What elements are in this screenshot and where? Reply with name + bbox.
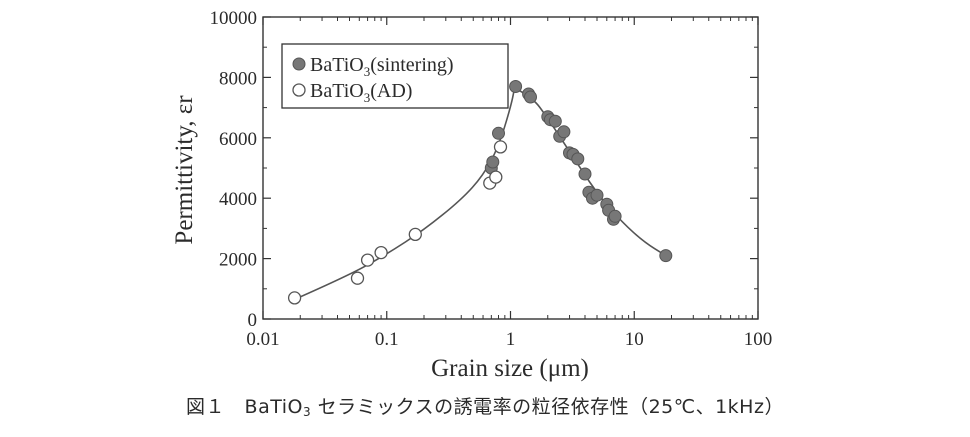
sintering-point [608,209,622,223]
x-tick-label: 1 [506,329,516,350]
sintering-point [571,152,585,166]
sintering-point [486,155,500,169]
x-tick-label: 0.01 [246,329,279,350]
x-tick-label: 0.1 [375,329,399,350]
y-tick-label: 10000 [210,8,258,29]
y-tick-label: 0 [248,310,258,331]
sintering-point [557,125,571,139]
ad-point [287,291,302,305]
fit-curves [294,87,667,301]
y-tick-label: 6000 [219,129,257,150]
permittivity-chart: 0 2000 4000 6000 8000 10000 0.01 0.1 1 10 100 BaTi… [171,8,773,382]
legend-label-ad: BaTiO3(AD) [310,80,412,105]
data-points [287,80,673,305]
figure-caption: 図１ BaTiO3 セラミックスの誘電率の粒径依存性（25℃、1kHz） [186,396,784,419]
sintering-point [492,126,505,140]
legend-marker-ad [292,83,306,97]
x-axis-title: Grain size (μm) [431,355,589,382]
legend-marker-sintering [292,57,306,71]
sintering-point [548,114,562,128]
sintering-point [578,167,592,181]
ad-point [489,170,503,184]
ad-point [374,245,388,260]
y-tick-label: 8000 [219,68,257,89]
ad-point [350,271,365,285]
x-tick-label: 10 [625,329,644,350]
sintering-point [524,90,537,104]
axes: 0 2000 4000 6000 8000 10000 0.01 0.1 1 10 100 [210,8,773,350]
sintering-point [509,80,523,93]
y-tick-label: 2000 [219,250,257,271]
legend-box [281,43,509,109]
y-axis-title: Permittivity, εr [171,95,198,245]
ad-point [360,253,375,267]
y-tick-label: 4000 [219,189,257,210]
x-tick-label: 100 [744,329,773,350]
legend-label-sintering: BaTiO3(sintering) [310,54,454,79]
sintering-point [659,249,673,263]
ad-point [493,140,508,154]
sintering-point [590,188,604,202]
legend: BaTiO3(sintering) BaTiO3(AD) [281,43,509,109]
fit-curve [294,87,516,301]
ad-point [408,227,422,242]
